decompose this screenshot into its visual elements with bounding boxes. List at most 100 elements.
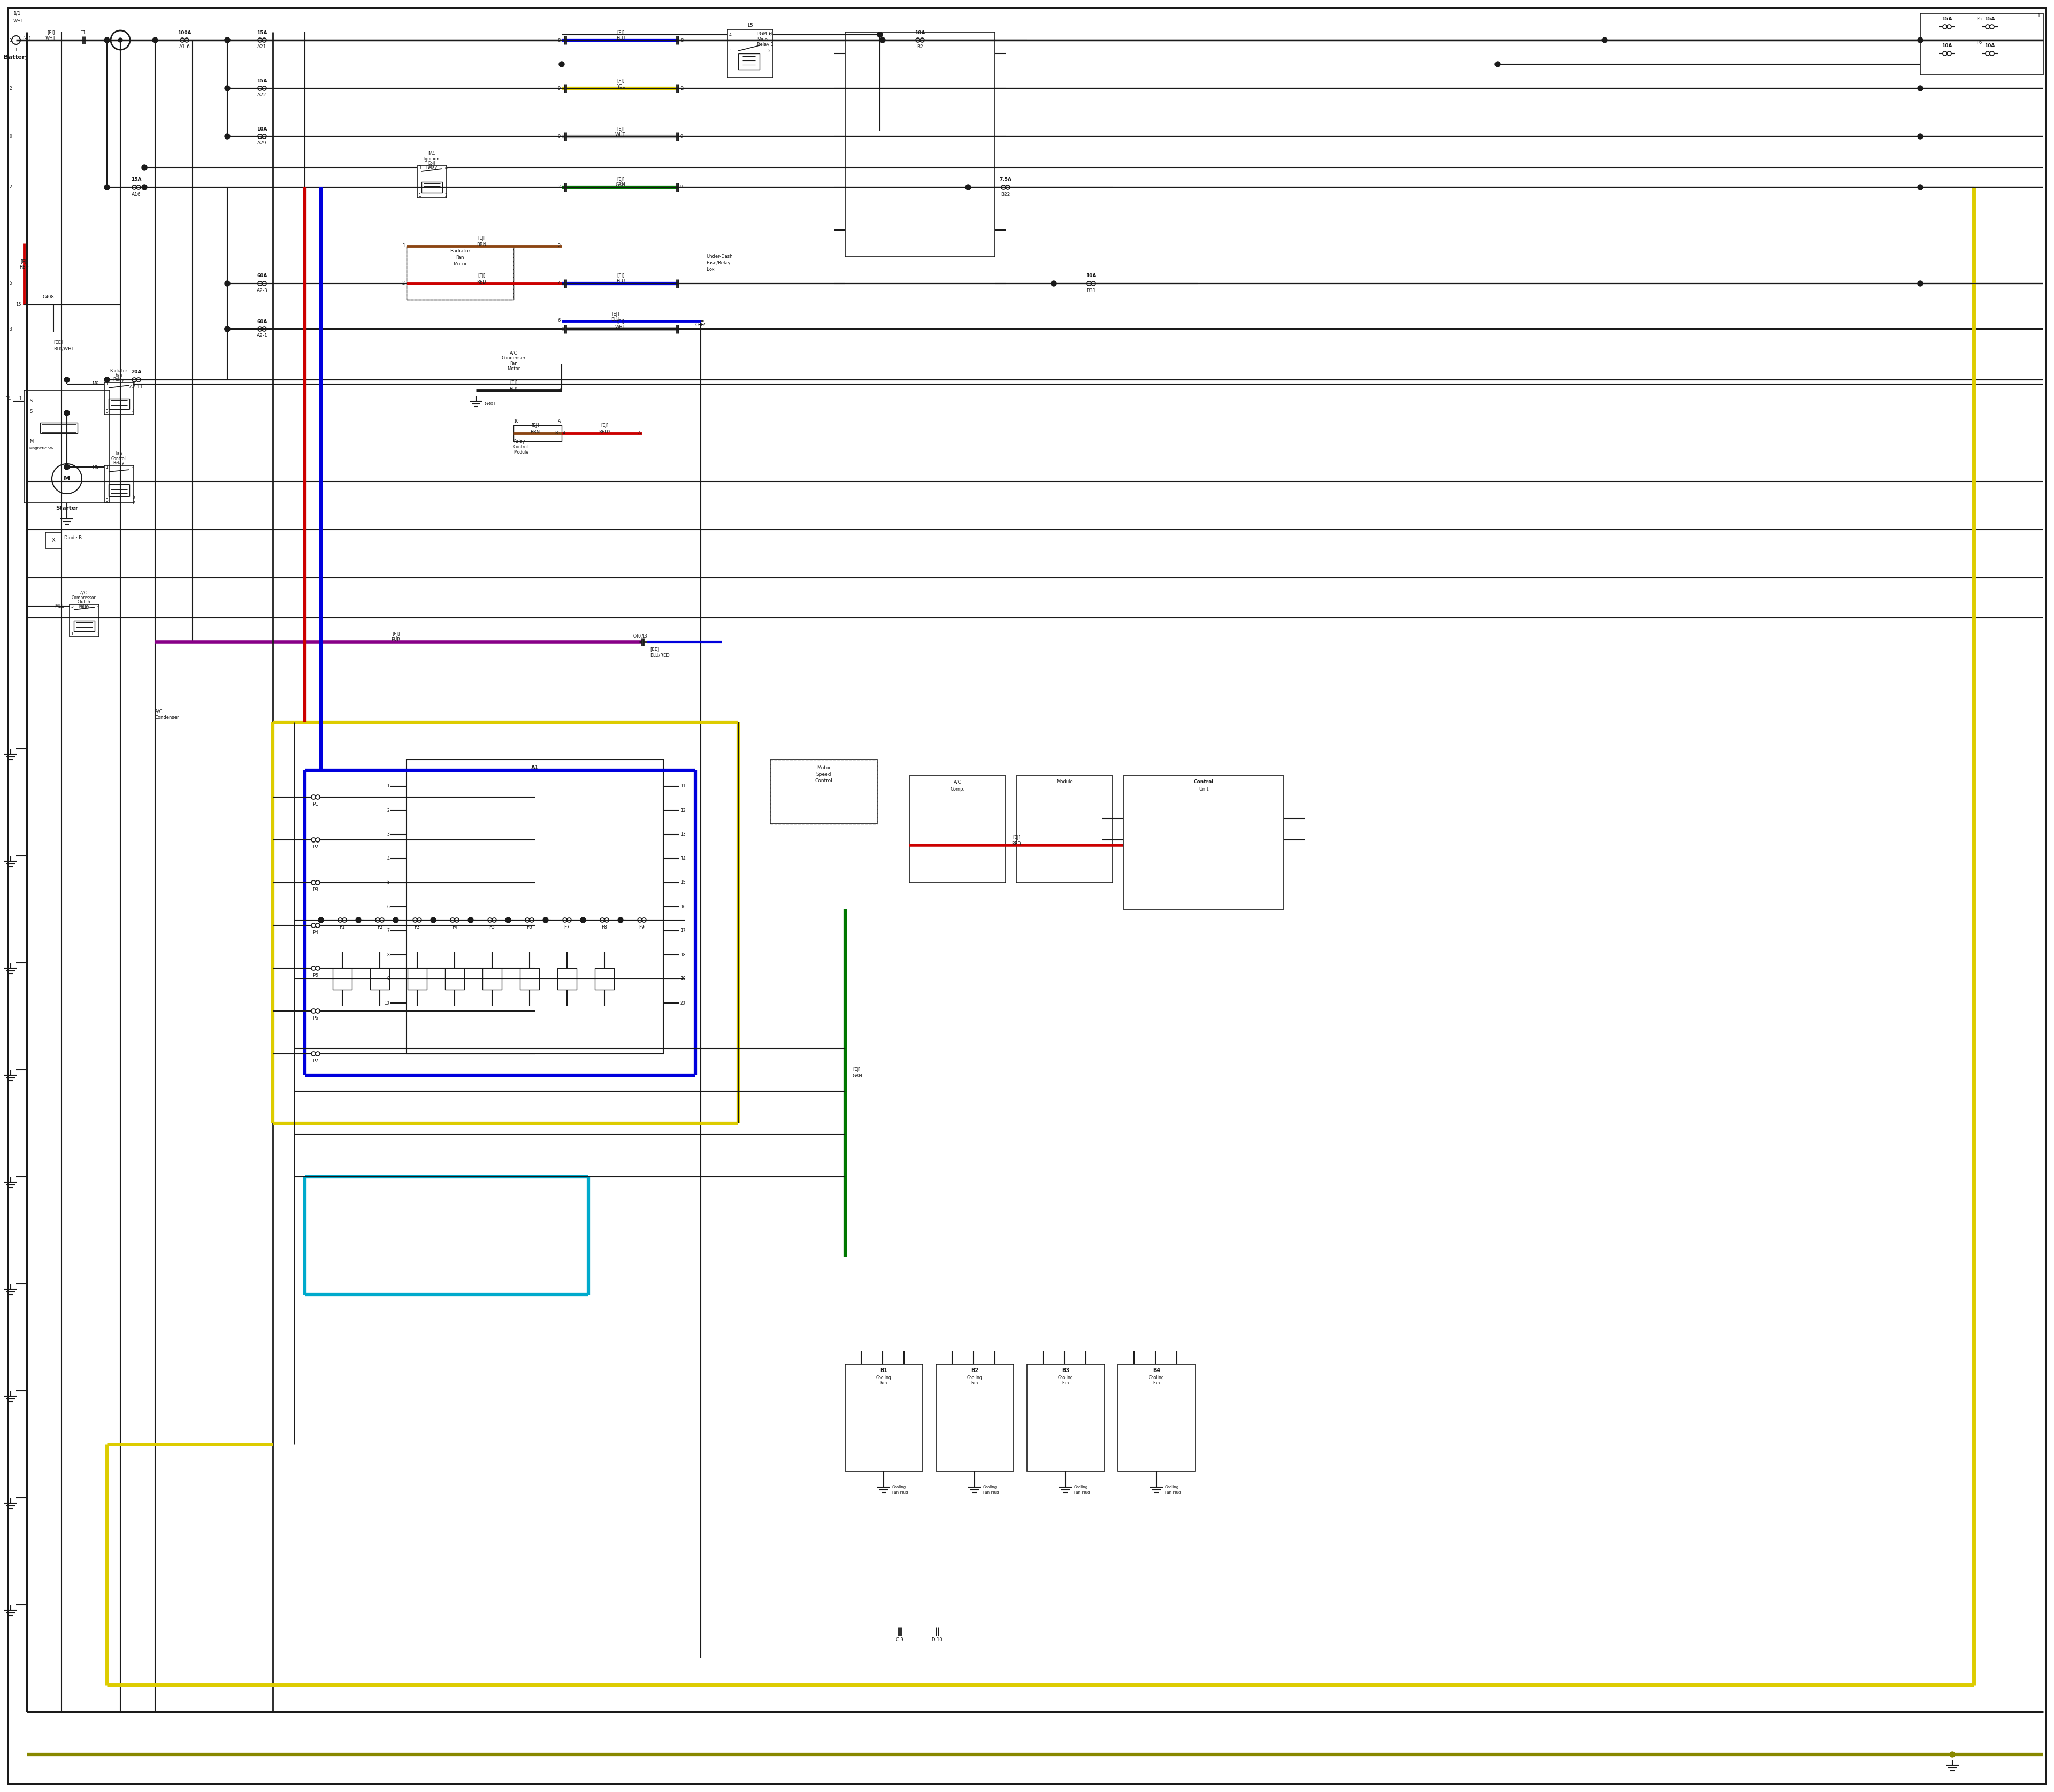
Circle shape [1918, 134, 1923, 140]
Bar [1027, 1364, 1105, 1471]
Circle shape [1602, 38, 1608, 43]
Bar [45, 532, 62, 548]
Text: 0: 0 [10, 134, 12, 138]
Text: 8: 8 [680, 38, 684, 43]
Text: [EJ]: [EJ] [1013, 835, 1021, 840]
Bar [1117, 1364, 1195, 1471]
Circle shape [1918, 281, 1923, 287]
Text: 7.5A: 7.5A [1000, 177, 1013, 183]
Text: Diode B: Diode B [64, 536, 82, 539]
Text: 1: 1 [14, 47, 16, 52]
Text: A/C: A/C [509, 351, 518, 355]
Bar [407, 246, 514, 299]
Text: [EJ]: [EJ] [616, 274, 624, 278]
Bar [105, 466, 134, 504]
Text: 4: 4 [131, 410, 136, 414]
Circle shape [224, 326, 230, 332]
Text: Module: Module [1056, 780, 1072, 785]
Text: 15A: 15A [257, 79, 267, 82]
Text: Radiator: Radiator [111, 369, 127, 373]
Text: 10: 10 [384, 1000, 390, 1005]
Text: [EJ]: [EJ] [532, 423, 538, 428]
Text: Fan: Fan [879, 1382, 887, 1385]
Text: Motor: Motor [454, 262, 466, 267]
Circle shape [542, 918, 548, 923]
Text: A2-3: A2-3 [257, 289, 267, 292]
Text: Under-Dash: Under-Dash [707, 254, 733, 260]
Circle shape [1918, 38, 1923, 43]
Text: Fan Plug: Fan Plug [891, 1491, 908, 1495]
Text: A/C: A/C [953, 780, 961, 785]
Circle shape [142, 185, 148, 190]
Text: Fan Plug: Fan Plug [984, 1491, 998, 1495]
Text: F5: F5 [1976, 16, 1982, 22]
Text: 10: 10 [514, 419, 520, 425]
Text: 3: 3 [768, 32, 770, 38]
Text: 4: 4 [446, 165, 448, 170]
Text: P1: P1 [312, 801, 318, 806]
Text: 100A: 100A [179, 30, 191, 36]
Text: F2: F2 [376, 925, 382, 930]
Text: RED: RED [477, 280, 487, 285]
Text: 15A: 15A [131, 177, 142, 183]
Text: [EJ]: [EJ] [392, 633, 401, 636]
Text: Ignition: Ignition [423, 156, 440, 161]
Text: BLU: BLU [610, 317, 620, 323]
Text: RED: RED [1011, 840, 1021, 846]
Text: Cooling: Cooling [1058, 1374, 1072, 1380]
Circle shape [1949, 1753, 1955, 1758]
Text: F1: F1 [339, 925, 345, 930]
Text: Unit: Unit [1200, 787, 1208, 792]
Text: [EJ]: [EJ] [479, 237, 485, 240]
Text: Fan: Fan [972, 1382, 978, 1385]
Circle shape [877, 32, 883, 38]
Text: M11: M11 [55, 604, 64, 609]
Text: Relay: Relay [113, 461, 125, 466]
Text: A22: A22 [257, 93, 267, 97]
Bar [407, 968, 427, 989]
Bar [1124, 776, 1284, 909]
Text: Fan: Fan [509, 362, 518, 366]
Text: 12: 12 [680, 808, 686, 814]
Text: BLU: BLU [616, 280, 624, 283]
Text: Cooling: Cooling [984, 1486, 996, 1489]
Text: 15A: 15A [1984, 16, 1994, 22]
Bar [910, 776, 1006, 883]
Text: P4: P4 [312, 930, 318, 935]
Text: B22: B22 [1000, 192, 1011, 197]
Text: S: S [29, 410, 33, 414]
Text: 20A: 20A [131, 369, 142, 375]
Text: A21: A21 [257, 45, 267, 50]
Text: Battery: Battery [4, 54, 29, 59]
Text: Relay: Relay [78, 604, 90, 609]
Text: Cooling: Cooling [891, 1486, 906, 1489]
Text: C 17: C 17 [696, 323, 707, 328]
Text: 4: 4 [131, 464, 136, 470]
Text: 6: 6 [559, 319, 561, 323]
Text: Fan: Fan [456, 256, 464, 260]
Text: Fuse/Relay: Fuse/Relay [707, 262, 731, 265]
Text: M8: M8 [92, 464, 99, 470]
Text: [EJ]: [EJ] [616, 319, 624, 324]
Text: A/C: A/C [80, 590, 88, 595]
Text: Fan: Fan [115, 452, 123, 455]
Text: [EJ]: [EJ] [509, 380, 518, 385]
Text: Main: Main [756, 36, 768, 41]
Bar [25, 391, 109, 504]
Text: F5: F5 [489, 925, 495, 930]
Text: P6: P6 [312, 1016, 318, 1020]
Circle shape [318, 918, 325, 923]
Text: P7: P7 [312, 1059, 318, 1063]
Text: 4: 4 [729, 32, 731, 38]
Circle shape [224, 326, 230, 332]
Text: Condenser: Condenser [501, 357, 526, 360]
Text: 20: 20 [680, 1000, 686, 1005]
Text: M: M [29, 439, 33, 444]
Text: [EJ]: [EJ] [21, 260, 29, 265]
Bar [727, 29, 772, 77]
Text: BRN: BRN [530, 430, 540, 434]
Text: 2: 2 [446, 194, 448, 197]
Text: 4: 4 [386, 857, 390, 860]
Text: 18: 18 [680, 952, 686, 957]
Text: A1: A1 [532, 765, 538, 771]
